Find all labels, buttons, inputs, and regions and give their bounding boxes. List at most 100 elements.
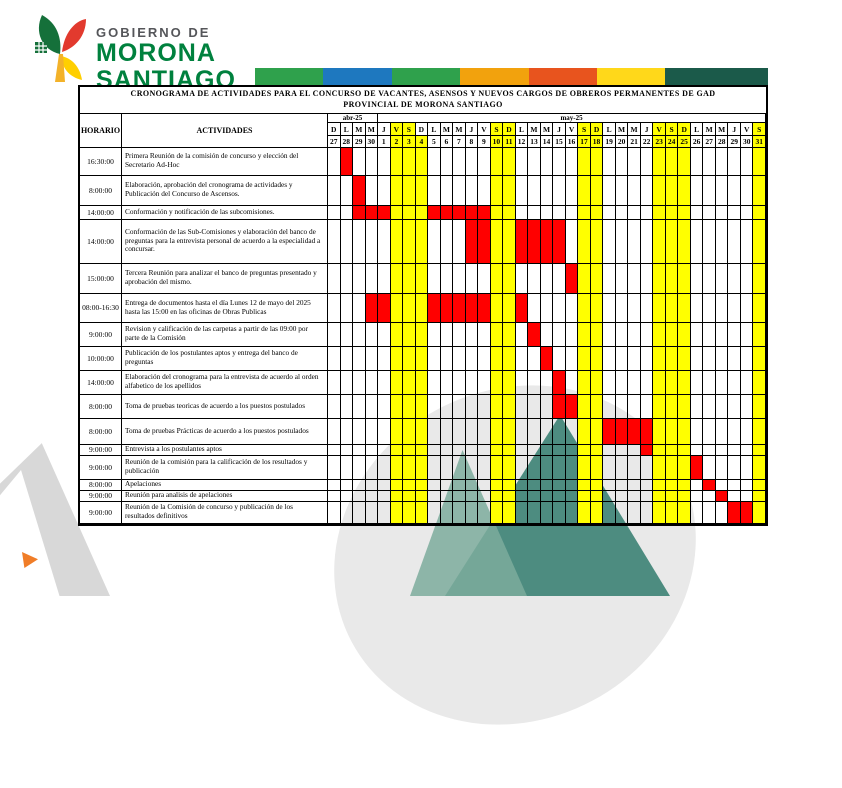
day-cell	[565, 219, 579, 264]
day-cell	[578, 219, 591, 264]
day-cell	[665, 370, 679, 395]
day-cell	[328, 263, 341, 294]
activity-cell: Reunión de la Comisión de concurso y pub…	[122, 501, 328, 524]
day-cell	[490, 263, 504, 294]
day-cell	[365, 370, 379, 395]
day-cell	[490, 346, 504, 371]
day-cell	[678, 147, 691, 176]
activity-cell: Reunión para analisis de apelaciones	[122, 490, 328, 502]
day-cell	[603, 147, 616, 176]
day-cell	[490, 322, 504, 347]
day-letter: V	[565, 122, 579, 136]
day-cell	[565, 490, 579, 502]
day-cell	[603, 322, 616, 347]
day-cell	[678, 394, 691, 419]
day-cell	[690, 293, 704, 323]
day-cell	[540, 205, 554, 220]
day-cell	[453, 346, 466, 371]
day-cell	[528, 205, 541, 220]
day-letter: S	[753, 122, 766, 136]
scheduled-cell	[365, 205, 379, 220]
day-cell	[415, 147, 429, 176]
scheduled-cell	[540, 219, 554, 264]
day-cell	[415, 346, 429, 371]
day-cell	[553, 263, 566, 294]
day-cell	[490, 418, 504, 445]
day-cell	[615, 490, 629, 502]
activity-cell: Revision y calificación de las carpetas …	[122, 322, 328, 347]
day-cell	[453, 455, 466, 480]
day-cell	[540, 147, 554, 176]
day-cell	[403, 205, 416, 220]
day-cell	[328, 322, 341, 347]
day-cell	[728, 263, 741, 294]
day-cell	[678, 322, 691, 347]
day-cell	[615, 219, 629, 264]
day-cell	[640, 455, 654, 480]
scheduled-cell	[378, 205, 391, 220]
day-cell	[615, 175, 629, 206]
day-cell	[540, 501, 554, 524]
day-cell	[590, 322, 604, 347]
day-cell	[690, 501, 704, 524]
day-cell	[340, 370, 354, 395]
scheduled-cell	[715, 490, 729, 502]
day-cell	[590, 219, 604, 264]
activity-cell: Tercera Reunión para analizar el banco d…	[122, 263, 328, 294]
day-cell	[478, 346, 491, 371]
day-cell	[540, 293, 554, 323]
day-cell	[340, 444, 354, 456]
scheduled-cell	[528, 322, 541, 347]
day-cell	[403, 479, 416, 491]
day-cell	[453, 370, 466, 395]
day-number: 12	[515, 135, 529, 148]
day-cell	[728, 175, 741, 206]
day-cell	[715, 175, 729, 206]
day-cell	[703, 293, 716, 323]
day-cell	[540, 444, 554, 456]
day-cell	[415, 444, 429, 456]
day-cell	[390, 501, 404, 524]
day-cell	[678, 175, 691, 206]
day-cell	[678, 219, 691, 264]
day-cell	[378, 479, 391, 491]
day-cell	[653, 147, 666, 176]
day-cell	[378, 418, 391, 445]
day-cell	[703, 501, 716, 524]
day-cell	[478, 490, 491, 502]
day-cell	[690, 394, 704, 419]
day-letter: L	[515, 122, 529, 136]
day-cell	[415, 418, 429, 445]
day-cell	[690, 263, 704, 294]
day-cell	[415, 263, 429, 294]
scheduled-cell	[553, 370, 566, 395]
day-cell	[615, 455, 629, 480]
day-letter: M	[715, 122, 729, 136]
day-cell	[640, 346, 654, 371]
scheduled-cell	[703, 479, 716, 491]
day-cell	[428, 479, 441, 491]
day-cell	[540, 418, 554, 445]
day-cell	[328, 175, 341, 206]
day-cell	[353, 263, 366, 294]
day-cell	[328, 455, 341, 480]
day-cell	[578, 418, 591, 445]
day-cell	[340, 263, 354, 294]
day-cell	[340, 322, 354, 347]
day-cell	[515, 455, 529, 480]
color-bar-segment	[391, 68, 461, 85]
day-cell	[415, 370, 429, 395]
day-cell	[640, 479, 654, 491]
day-cell	[753, 418, 766, 445]
day-cell	[428, 444, 441, 456]
day-cell	[365, 394, 379, 419]
day-cell	[615, 263, 629, 294]
day-cell	[653, 418, 666, 445]
day-cell	[603, 455, 616, 480]
day-cell	[503, 418, 516, 445]
day-cell	[440, 479, 454, 491]
day-cell	[553, 205, 566, 220]
horario-cell: 9:00:00	[80, 490, 122, 502]
day-cell	[565, 147, 579, 176]
day-cell	[340, 418, 354, 445]
